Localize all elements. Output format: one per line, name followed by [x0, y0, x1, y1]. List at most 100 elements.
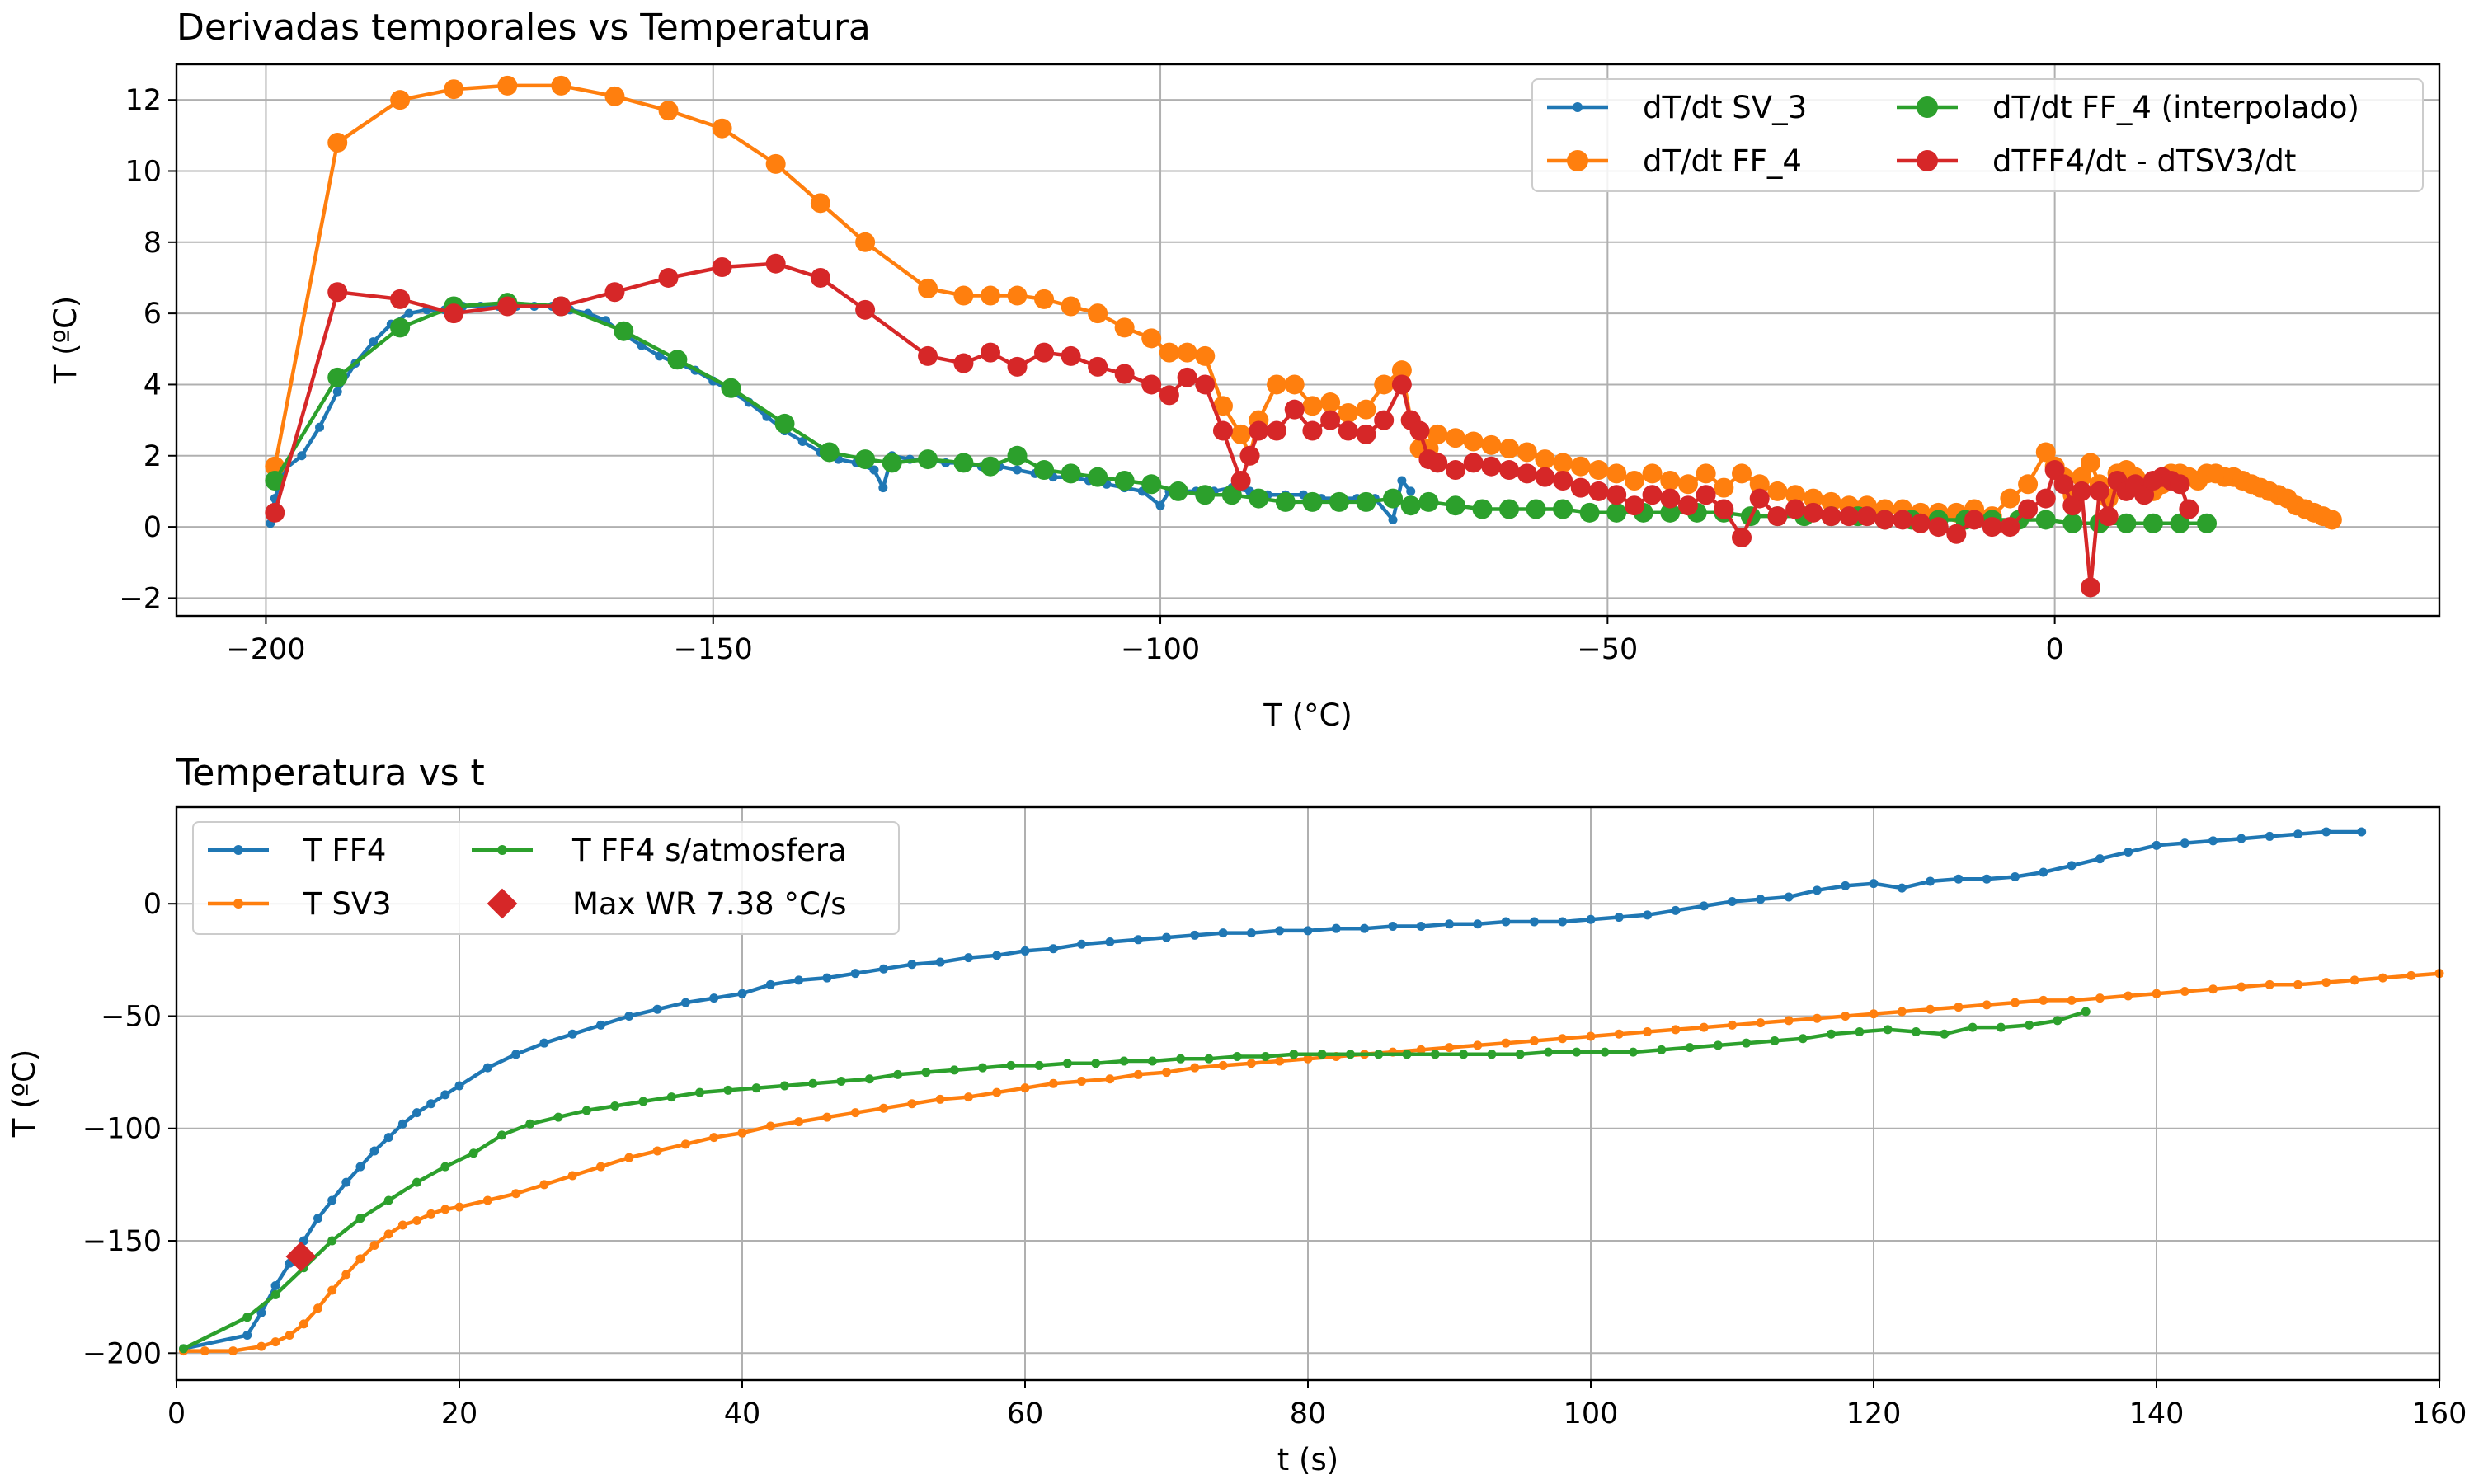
- data-point: [1162, 932, 1171, 942]
- data-point: [1284, 399, 1305, 420]
- y-tick-label: 2: [143, 440, 162, 473]
- data-point: [638, 1097, 648, 1106]
- data-point: [1643, 1027, 1653, 1037]
- data-point: [327, 1285, 337, 1295]
- data-point: [1526, 499, 1546, 519]
- data-point: [1660, 488, 1681, 509]
- data-point: [1481, 456, 1502, 477]
- data-point: [1785, 485, 1806, 505]
- data-point: [256, 1341, 266, 1351]
- data-point: [468, 1148, 478, 1158]
- data-point: [2357, 827, 2367, 837]
- y-tick-label: −150: [82, 1225, 162, 1258]
- data-point: [1463, 453, 1484, 473]
- data-point: [1077, 1077, 1087, 1087]
- data-point: [1374, 1050, 1384, 1059]
- data-point: [614, 321, 634, 341]
- legend-label: dT/dt SV_3: [1643, 90, 1807, 125]
- data-point: [652, 1146, 662, 1156]
- data-point: [1061, 345, 1081, 366]
- data-point: [2124, 991, 2133, 1001]
- x-tick-label: −100: [1121, 633, 1200, 666]
- data-point: [978, 1063, 988, 1073]
- y-tick-label: −100: [82, 1113, 162, 1146]
- data-point: [2265, 979, 2274, 989]
- data-point: [2018, 499, 2039, 519]
- data-point: [482, 1063, 492, 1073]
- data-point: [2134, 485, 2155, 505]
- data-point: [1034, 342, 1055, 363]
- data-point: [511, 1050, 521, 1059]
- data-point: [327, 1195, 337, 1205]
- data-point: [1614, 913, 1624, 923]
- data-point: [1685, 1043, 1695, 1053]
- data-point: [2067, 861, 2077, 871]
- legend-marker: [487, 888, 518, 919]
- data-point: [1946, 524, 1967, 544]
- data-point: [1356, 399, 1376, 420]
- data-point: [1572, 1047, 1582, 1057]
- data-point: [963, 1092, 973, 1102]
- data-point: [1177, 342, 1197, 363]
- data-point: [1195, 485, 1216, 505]
- data-point-max: [285, 1241, 317, 1272]
- data-point: [1246, 928, 1256, 938]
- data-point: [1798, 1034, 1808, 1044]
- data-point: [918, 449, 938, 470]
- legend: dT/dt SV_3 dT/dt FF_4 dT/dt FF_4 (interp…: [1531, 78, 2424, 192]
- data-point: [1586, 914, 1596, 924]
- data-point: [604, 86, 625, 106]
- data-point: [1418, 491, 1439, 512]
- data-point: [2406, 970, 2416, 980]
- data-point: [953, 285, 974, 306]
- data-point: [1177, 367, 1197, 387]
- data-point: [765, 153, 786, 174]
- data-point: [1812, 1013, 1822, 1023]
- data-point: [1289, 1050, 1299, 1059]
- grid: [176, 64, 2439, 616]
- data-point: [2072, 467, 2092, 487]
- data-point: [1114, 317, 1135, 338]
- data-point: [822, 973, 832, 983]
- data-point: [1007, 356, 1028, 377]
- data-point: [2116, 513, 2137, 533]
- data-point: [1660, 470, 1681, 491]
- data-point: [624, 1011, 634, 1021]
- data-point: [390, 317, 411, 338]
- data-point: [2170, 474, 2190, 495]
- data-point: [1020, 946, 1030, 956]
- data-point: [1821, 491, 1841, 512]
- data-point: [907, 960, 917, 970]
- data-point: [1803, 502, 1823, 523]
- data-point: [1628, 1047, 1638, 1057]
- data-point: [2321, 827, 2331, 837]
- data-point: [1713, 1040, 1723, 1050]
- legend-label: T FF4: [303, 833, 386, 868]
- data-point: [1954, 1003, 1964, 1012]
- legend-box: [192, 821, 900, 935]
- data-point: [482, 1195, 492, 1205]
- data-point: [1728, 1020, 1737, 1030]
- data-point: [1218, 1060, 1228, 1070]
- data-point: [2035, 510, 2056, 530]
- data-point: [2197, 513, 2218, 533]
- legend-box: [1531, 78, 2424, 192]
- data-point: [369, 1146, 379, 1156]
- series-group: [265, 75, 2342, 598]
- data-point: [1657, 1045, 1667, 1054]
- data-point: [1699, 1022, 1709, 1032]
- data-point: [1535, 449, 1555, 470]
- data-point: [2098, 506, 2119, 527]
- data-point: [1331, 923, 1341, 933]
- data-point: [953, 453, 974, 473]
- data-point: [567, 1029, 577, 1039]
- legend-marker: [1917, 150, 1938, 171]
- data-point: [1606, 485, 1627, 505]
- data-point: [1473, 1040, 1483, 1050]
- data-point: [1329, 491, 1349, 512]
- data-point: [332, 387, 342, 397]
- data-point: [1155, 500, 1165, 510]
- data-point: [440, 1205, 450, 1214]
- data-point: [497, 296, 518, 317]
- data-point: [864, 1074, 874, 1084]
